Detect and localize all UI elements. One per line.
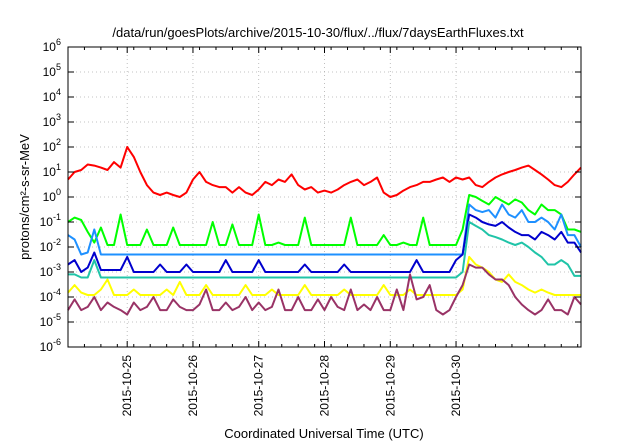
y-tick-exponent: 6 <box>56 37 61 47</box>
grid <box>68 47 581 347</box>
y-tick-label: 10-4 <box>40 287 61 304</box>
y-tick-base: 10 <box>43 90 57 104</box>
y-tick-exponent: 2 <box>56 137 61 147</box>
series-line-7 <box>67 263 582 316</box>
x-tick-label: 2015-10-29 <box>383 355 397 417</box>
y-tick-label: 10-3 <box>40 262 61 279</box>
y-axis-label: protons/cm²-s-sr-MeV <box>17 134 32 260</box>
y-tick-exponent: 3 <box>56 112 61 122</box>
y-tick-label: 101 <box>43 162 61 179</box>
y-tick-base: 10 <box>43 165 57 179</box>
y-tick-exponent: 5 <box>56 62 61 72</box>
y-tick-label: 10-1 <box>40 212 61 229</box>
y-tick-exponent: -2 <box>53 237 61 247</box>
y-tick-label: 104 <box>43 87 61 104</box>
y-tick-label: 100 <box>43 187 61 204</box>
y-tick-base: 10 <box>43 190 57 204</box>
y-tick-exponent: -3 <box>53 262 61 272</box>
y-tick-exponent: 4 <box>56 87 61 97</box>
series-layer <box>67 146 582 316</box>
series-line-5 <box>68 221 581 279</box>
y-tick-base: 10 <box>40 290 54 304</box>
x-tick-label: 2015-10-26 <box>186 355 200 417</box>
x-tick-label: 2015-10-30 <box>449 355 463 417</box>
y-tick-base: 10 <box>40 340 54 354</box>
y-tick-label: 10-2 <box>40 237 61 254</box>
y-tick-label: 10-5 <box>40 312 61 329</box>
y-axis: 10610510410310210110010-110-210-310-410-… <box>40 37 581 354</box>
y-tick-label: 103 <box>43 112 61 129</box>
y-tick-exponent: -6 <box>53 337 61 347</box>
series-line-3 <box>67 203 582 256</box>
series-line-2 <box>67 194 582 246</box>
y-tick-base: 10 <box>40 315 54 329</box>
series-line-1 <box>67 146 582 198</box>
y-tick-base: 10 <box>43 115 57 129</box>
chart-title: /data/run/goesPlots/archive/2015-10-30/f… <box>112 25 524 40</box>
y-tick-base: 10 <box>40 240 54 254</box>
x-tick-label: 2015-10-25 <box>120 355 134 417</box>
y-tick-exponent: -1 <box>53 212 61 222</box>
y-tick-base: 10 <box>40 215 54 229</box>
y-tick-exponent: 1 <box>56 162 61 172</box>
y-tick-base: 10 <box>43 140 57 154</box>
y-tick-base: 10 <box>40 265 54 279</box>
x-axis-label: Coordinated Universal Time (UTC) <box>224 426 423 441</box>
y-tick-exponent: 0 <box>56 187 61 197</box>
x-tick-label: 2015-10-28 <box>318 355 332 417</box>
y-tick-base: 10 <box>43 40 57 54</box>
y-tick-label: 102 <box>43 137 61 154</box>
y-tick-label: 106 <box>43 37 61 54</box>
y-tick-exponent: -5 <box>53 312 61 322</box>
y-tick-label: 10-6 <box>40 337 61 354</box>
y-tick-base: 10 <box>43 65 57 79</box>
x-tick-label: 2015-10-27 <box>252 355 266 417</box>
series-line-4 <box>67 213 582 273</box>
y-tick-exponent: -4 <box>53 287 61 297</box>
x-axis: 2015-10-25 2015-10-26 2015-10-27 2015-10-28… <box>83 47 579 417</box>
y-tick-label: 105 <box>43 62 61 79</box>
